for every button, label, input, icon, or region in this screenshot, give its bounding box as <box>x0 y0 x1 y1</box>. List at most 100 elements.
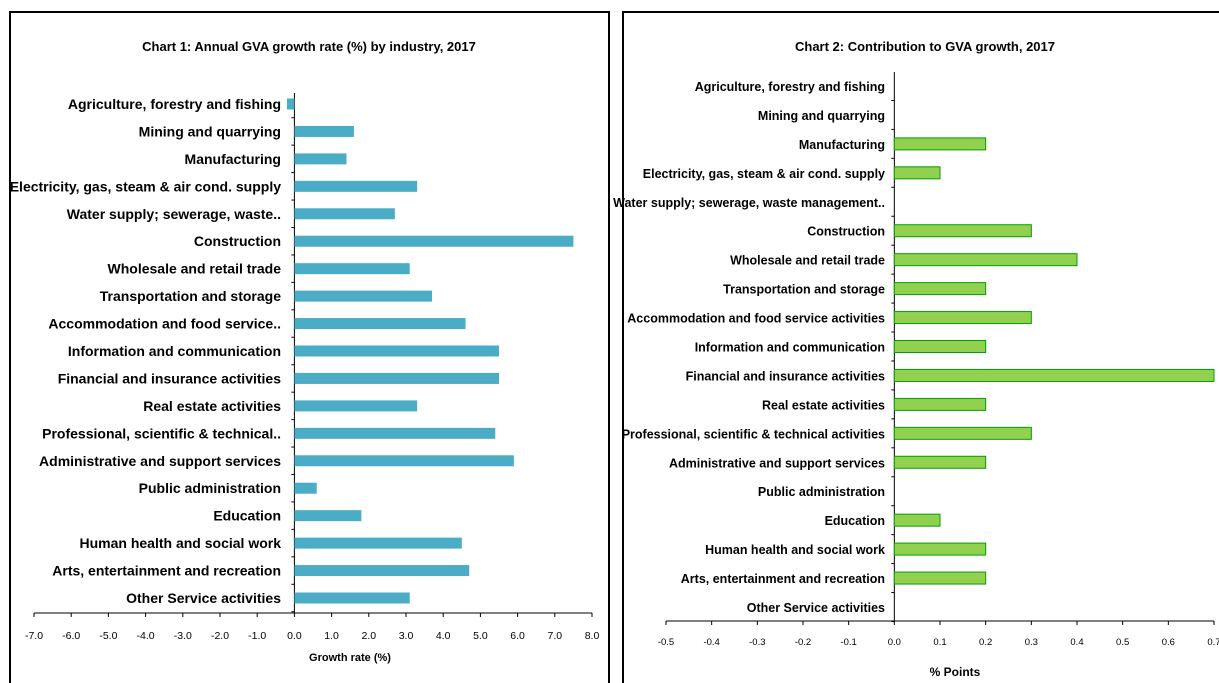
x-tick-label: 8.0 <box>585 630 600 642</box>
category-label: Accommodation and food service.. <box>48 316 281 332</box>
bar <box>294 427 496 439</box>
category-label: Education <box>213 508 281 524</box>
x-tick-label: 3.0 <box>399 630 414 642</box>
bar <box>893 368 1215 382</box>
x-tick-label: -2.0 <box>211 630 229 642</box>
bar <box>893 137 987 151</box>
bar <box>294 482 317 494</box>
x-tick-label: -3.0 <box>174 630 192 642</box>
category-label: Mining and quarrying <box>758 109 885 123</box>
category-label: Education <box>825 514 885 528</box>
bar <box>893 513 941 527</box>
category-label: Administrative and support services <box>669 456 885 470</box>
bar <box>893 426 1032 440</box>
bar <box>893 282 987 296</box>
category-label: Other Service activities <box>747 601 885 615</box>
category-label: Public administration <box>758 485 885 499</box>
bar <box>893 571 987 585</box>
x-tick-label: 4.0 <box>436 630 451 642</box>
bar <box>294 592 410 604</box>
category-label: Financial and insurance activities <box>686 369 885 383</box>
category-label: Electricity, gas, steam & air cond. supp… <box>10 178 281 194</box>
category-label: Construction <box>807 225 885 239</box>
x-tick-label: 0.5 <box>1116 637 1129 648</box>
bar <box>893 253 1078 267</box>
x-tick-label: 1.0 <box>324 630 339 642</box>
bar <box>294 400 418 412</box>
x-tick-label: 2.0 <box>361 630 376 642</box>
bar <box>294 345 499 357</box>
category-label: Mining and quarrying <box>139 123 281 139</box>
category-label: Electricity, gas, steam & air cond. supp… <box>643 167 885 181</box>
bar <box>294 263 410 275</box>
category-label: Professional, scientific & technical act… <box>622 427 885 441</box>
bar <box>294 235 574 247</box>
category-label: Wholesale and retail trade <box>108 261 282 277</box>
bar <box>893 224 1032 238</box>
category-label: Manufacturing <box>799 138 885 152</box>
bar <box>893 166 941 180</box>
x-axis-label: % Points <box>930 665 981 679</box>
category-label: Agriculture, forestry and fishing <box>68 96 281 112</box>
category-label: Human health and social work <box>80 535 282 551</box>
bar <box>294 455 514 467</box>
category-label: Arts, entertainment and recreation <box>681 572 885 586</box>
x-tick-label: 0.7 <box>1207 637 1219 648</box>
bar <box>294 318 466 330</box>
x-tick-label: -6.0 <box>62 630 80 642</box>
category-label: Transportation and storage <box>100 288 281 304</box>
category-label: Construction <box>194 233 281 249</box>
x-tick-label: -5.0 <box>99 630 117 642</box>
bar <box>294 537 462 549</box>
category-label: Professional, scientific & technical.. <box>42 425 281 441</box>
x-tick-label: 0.6 <box>1162 637 1175 648</box>
bar <box>893 340 987 353</box>
x-tick-label: 0.2 <box>979 637 992 648</box>
x-tick-label: -0.3 <box>749 637 765 648</box>
category-label: Manufacturing <box>185 151 281 167</box>
bar <box>294 153 347 165</box>
category-label: Real estate activities <box>762 398 885 412</box>
x-tick-label: 6.0 <box>510 630 525 642</box>
category-label: Information and communication <box>695 341 885 355</box>
bar <box>294 290 433 302</box>
x-axis-label: Growth rate (%) <box>309 652 391 664</box>
category-label: Human health and social work <box>705 543 885 557</box>
chart-title: Chart 1: Annual GVA growth rate (%) by i… <box>142 39 476 54</box>
category-label: Other Service activities <box>126 590 281 606</box>
category-label: Water supply; sewerage, waste.. <box>67 206 281 222</box>
category-label: Information and communication <box>68 343 281 359</box>
x-tick-label: -7.0 <box>25 630 43 642</box>
x-tick-label: 0.4 <box>1070 637 1083 648</box>
x-tick-label: 0.0 <box>287 630 302 642</box>
category-label: Public administration <box>139 480 281 496</box>
x-tick-label: -0.2 <box>795 637 811 648</box>
chart-title: Chart 2: Contribution to GVA growth, 201… <box>795 39 1055 54</box>
x-tick-label: 0.0 <box>888 637 901 648</box>
x-tick-label: -0.5 <box>658 637 674 648</box>
bar <box>294 180 418 192</box>
x-tick-label: -1.0 <box>248 630 266 642</box>
bar <box>893 455 987 469</box>
category-label: Real estate activities <box>143 398 281 414</box>
category-label: Administrative and support services <box>39 453 281 469</box>
bar <box>893 311 1032 325</box>
bar <box>294 125 354 137</box>
x-tick-label: 0.3 <box>1025 637 1038 648</box>
bar <box>893 542 987 556</box>
bar <box>294 565 470 577</box>
bar <box>893 397 987 411</box>
x-tick-label: -4.0 <box>137 630 155 642</box>
category-label: Agriculture, forestry and fishing <box>695 80 885 94</box>
category-label: Transportation and storage <box>723 283 885 297</box>
bar <box>286 98 295 110</box>
category-label: Arts, entertainment and recreation <box>52 563 281 579</box>
x-tick-label: 5.0 <box>473 630 488 642</box>
category-label: Financial and insurance activities <box>58 370 282 386</box>
x-tick-label: -0.1 <box>840 637 856 648</box>
x-tick-label: 7.0 <box>547 630 562 642</box>
bar <box>294 372 499 384</box>
bar <box>294 208 395 220</box>
